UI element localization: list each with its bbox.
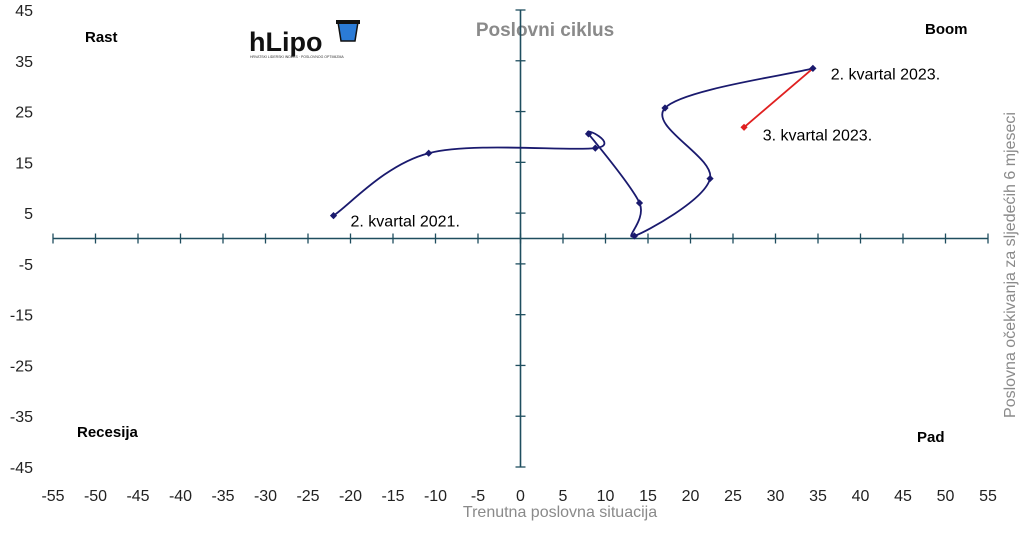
x-tick-label: -15 (381, 488, 404, 505)
x-tick-label: 0 (516, 488, 525, 505)
data-point-marker (740, 123, 748, 131)
data-point-marker (706, 174, 714, 183)
quadrant-label-bottom-left: Recesija (77, 424, 139, 441)
y-tick-label: 5 (24, 206, 33, 223)
x-tick-label: 45 (894, 488, 912, 505)
quadrant-label-top-left: Rast (85, 29, 118, 46)
x-tick-label: -35 (211, 488, 234, 505)
logo-subtitle: HRVATSKI LIDERSKI INDEKS · POSLOVNOG OPT… (250, 55, 344, 59)
hlipo-logo: hLipo HRVATSKI LIDERSKI INDEKS · POSLOVN… (249, 20, 360, 59)
x-tick-label: 55 (979, 488, 997, 505)
x-tick-label: -5 (471, 488, 485, 505)
x-tick-label: -40 (169, 488, 192, 505)
x-tick-label: -20 (339, 488, 362, 505)
y-tick-label: 25 (15, 105, 33, 122)
x-tick-label: 30 (767, 488, 785, 505)
series-line (743, 67, 814, 128)
y-tick-label: -15 (10, 308, 33, 325)
axes: -55 -50 -45 -40 -35 -30 -25 -20 -15 -10 -5 0 5 10 15 20… (10, 3, 997, 505)
x-tick-label: -50 (84, 488, 107, 505)
x-tick-label: 10 (597, 488, 615, 505)
series-layer (329, 64, 817, 240)
data-point-marker (635, 199, 644, 207)
point-annotation: 2. kvartal 2023. (831, 66, 940, 83)
y-tick-label: 35 (15, 54, 33, 71)
x-tick-label: -45 (126, 488, 149, 505)
x-tick-label: 35 (809, 488, 827, 505)
data-point-marker (809, 64, 817, 72)
series-line (333, 67, 814, 238)
x-axis-title: Trenutna poslovna situacija (463, 504, 657, 521)
x-tick-label: 15 (639, 488, 657, 505)
quadrant-label-bottom-right: Pad (917, 429, 945, 446)
logo-text: hLipo (249, 27, 322, 57)
x-tick-label: 5 (559, 488, 568, 505)
data-point-marker (425, 149, 433, 157)
x-tick-label: -55 (41, 488, 64, 505)
y-tick-label: 45 (15, 3, 33, 20)
x-tick-label: 40 (852, 488, 870, 505)
y-tick-label: -25 (10, 358, 33, 375)
y-axis-title: Poslovna očekivanja za sljedećih 6 mjese… (1002, 112, 1019, 418)
y-tick-label: -5 (19, 257, 33, 274)
x-tick-label: -25 (296, 488, 319, 505)
x-tick-label: -10 (424, 488, 447, 505)
x-tick-label: 25 (724, 488, 742, 505)
bucket-icon (336, 20, 360, 42)
chart-title: Poslovni ciklus (476, 20, 614, 41)
point-annotation: 2. kvartal 2021. (351, 214, 460, 231)
data-point-marker (630, 232, 638, 240)
data-point-marker (329, 212, 338, 220)
x-tick-label: 20 (682, 488, 700, 505)
y-tick-label: -35 (10, 409, 33, 426)
point-annotation: 3. kvartal 2023. (763, 127, 872, 144)
x-tick-label: -30 (254, 488, 277, 505)
y-tick-label: -45 (10, 460, 33, 477)
x-tick-label: 50 (937, 488, 955, 505)
data-point-marker (591, 144, 599, 152)
data-point-marker (661, 104, 669, 112)
quadrant-label-top-right: Boom (925, 21, 968, 38)
data-point-marker (584, 130, 593, 138)
y-tick-label: 15 (15, 155, 33, 172)
annotations-layer: 2. kvartal 2021. 2. kvartal 2023. 3. kvart… (351, 66, 941, 230)
